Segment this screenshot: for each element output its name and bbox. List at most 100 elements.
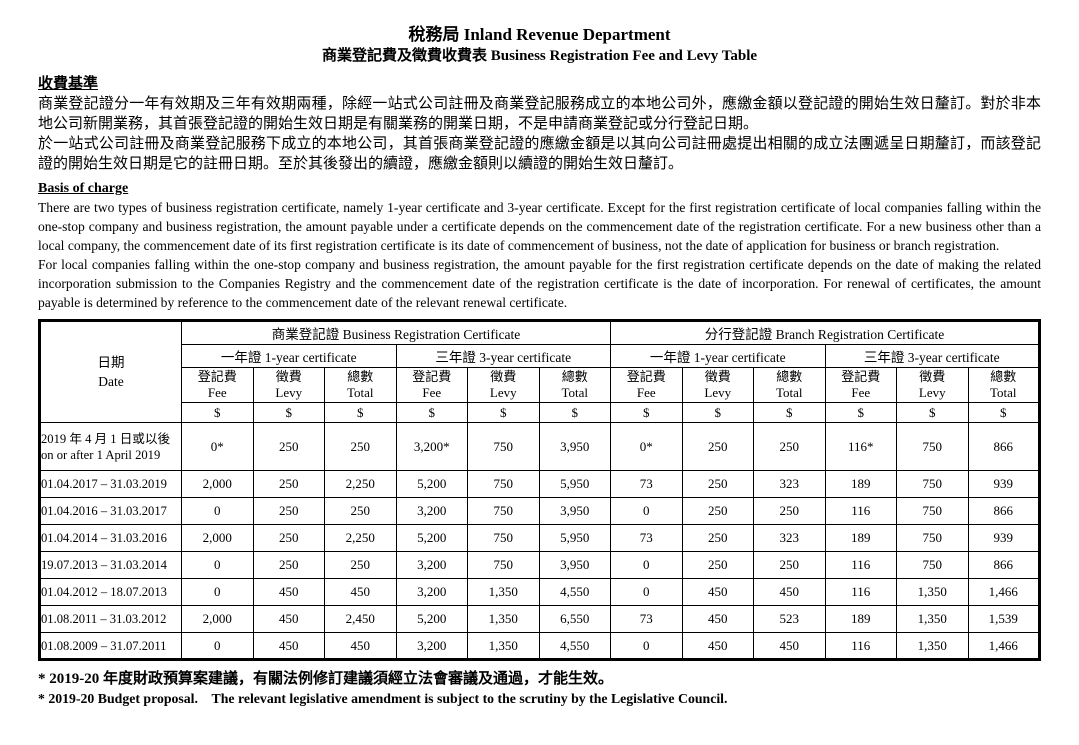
value-cell: 2,000 bbox=[181, 605, 254, 633]
value-cell: 750 bbox=[467, 422, 540, 471]
value-cell: 0 bbox=[181, 497, 254, 525]
fee-table-body: 2019 年 4 月 1 日或以後 on or after 1 April 201… bbox=[39, 422, 1040, 660]
value-cell: 0 bbox=[181, 551, 254, 579]
value-cell: 450 bbox=[681, 632, 754, 660]
value-cell: 3,200* bbox=[395, 422, 468, 471]
value-cell: 250 bbox=[252, 497, 325, 525]
value-cell: 323 bbox=[753, 524, 826, 552]
value-cell: 5,200 bbox=[395, 605, 468, 633]
value-cell: 250 bbox=[252, 422, 325, 471]
value-cell: 250 bbox=[753, 422, 826, 471]
column-header-fee: 登記費 Fee bbox=[181, 367, 254, 403]
value-cell: 1,539 bbox=[967, 605, 1040, 633]
value-cell: 189 bbox=[824, 605, 897, 633]
currency-symbol: $ bbox=[967, 402, 1040, 423]
value-cell: 73 bbox=[610, 524, 683, 552]
value-cell: 250 bbox=[681, 422, 754, 471]
value-cell: 4,550 bbox=[538, 632, 611, 660]
value-cell: 750 bbox=[896, 524, 969, 552]
value-cell: 450 bbox=[324, 632, 397, 660]
value-cell: 250 bbox=[681, 497, 754, 525]
footnotes: * 2019-20 年度財政預算案建議，有關法例修訂建議須經立法會審議及通過，才… bbox=[38, 669, 1041, 708]
date-cell: 01.04.2016 – 31.03.2017 bbox=[39, 497, 182, 525]
value-cell: 5,200 bbox=[395, 524, 468, 552]
value-cell: 750 bbox=[896, 422, 969, 471]
value-cell: 450 bbox=[252, 605, 325, 633]
value-cell: 3,950 bbox=[538, 497, 611, 525]
value-cell: 2,000 bbox=[181, 524, 254, 552]
value-cell: 0 bbox=[610, 551, 683, 579]
value-cell: 939 bbox=[967, 524, 1040, 552]
value-cell: 250 bbox=[324, 551, 397, 579]
value-cell: 5,950 bbox=[538, 470, 611, 498]
value-cell: 3,200 bbox=[395, 551, 468, 579]
value-cell: 2,450 bbox=[324, 605, 397, 633]
value-cell: 450 bbox=[681, 605, 754, 633]
value-cell: 450 bbox=[753, 578, 826, 606]
value-cell: 750 bbox=[896, 497, 969, 525]
table-row: 01.08.2009 – 31.07.2011 0 450 450 3,200 1,350… bbox=[39, 632, 1040, 660]
value-cell: 189 bbox=[824, 470, 897, 498]
value-cell: 116 bbox=[824, 578, 897, 606]
value-cell: 2,250 bbox=[324, 470, 397, 498]
value-cell: 2,000 bbox=[181, 470, 254, 498]
currency-symbol: $ bbox=[610, 402, 683, 423]
column-header-levy: 徵費 Levy bbox=[252, 367, 325, 403]
column-header-fee: 登記費 Fee bbox=[610, 367, 683, 403]
date-column-header: 日期 Date bbox=[39, 320, 182, 423]
value-cell: 116 bbox=[824, 551, 897, 579]
value-cell: 250 bbox=[324, 497, 397, 525]
value-cell: 3,950 bbox=[538, 551, 611, 579]
group-header-business: 商業登記證 Business Registration Certificate bbox=[181, 320, 611, 345]
value-cell: 523 bbox=[753, 605, 826, 633]
value-cell: 750 bbox=[896, 551, 969, 579]
value-cell: 250 bbox=[753, 551, 826, 579]
value-cell: 250 bbox=[252, 470, 325, 498]
currency-symbol: $ bbox=[824, 402, 897, 423]
table-row: 01.08.2011 – 31.03.2012 2,000 450 2,450 5,20… bbox=[39, 605, 1040, 633]
section-basis-chinese: 收費基準 商業登記證分一年有效期及三年有效期兩種，除經一站式公司註冊及商業登記服… bbox=[38, 74, 1041, 174]
value-cell: 250 bbox=[252, 524, 325, 552]
column-header-total: 總數 Total bbox=[967, 367, 1040, 403]
table-row: 2019 年 4 月 1 日或以後 on or after 1 April 201… bbox=[39, 422, 1040, 471]
table-row: 01.04.2016 – 31.03.2017 0 250 250 3,200 750 3,… bbox=[39, 497, 1040, 525]
value-cell: 0 bbox=[181, 578, 254, 606]
currency-row: $ $ $ $ $ $ $ $ $ $ $ $ bbox=[40, 402, 1040, 423]
value-cell: 866 bbox=[967, 551, 1040, 579]
value-cell: 450 bbox=[753, 632, 826, 660]
page-title: 稅務局 Inland Revenue Department bbox=[408, 25, 671, 44]
value-cell: 0* bbox=[181, 422, 254, 471]
value-cell: 323 bbox=[753, 470, 826, 498]
value-cell: 450 bbox=[681, 578, 754, 606]
value-cell: 1,350 bbox=[896, 605, 969, 633]
value-cell: 5,200 bbox=[395, 470, 468, 498]
value-cell: 750 bbox=[467, 551, 540, 579]
date-cell: 01.08.2011 – 31.03.2012 bbox=[39, 605, 182, 633]
date-cell: 2019 年 4 月 1 日或以後 on or after 1 April 201… bbox=[39, 422, 182, 471]
value-cell: 750 bbox=[467, 524, 540, 552]
value-cell: 3,200 bbox=[395, 497, 468, 525]
value-cell: 250 bbox=[324, 422, 397, 471]
value-cell: 3,200 bbox=[395, 632, 468, 660]
group-header-row: 日期 Date 商業登記證 Business Registration Cert… bbox=[39, 320, 1040, 423]
date-cell: 01.04.2017 – 31.03.2019 bbox=[39, 470, 182, 498]
value-cell: 750 bbox=[467, 470, 540, 498]
value-cell: 1,350 bbox=[896, 632, 969, 660]
value-cell: 250 bbox=[681, 551, 754, 579]
currency-symbol: $ bbox=[181, 402, 254, 423]
footnote-chinese: * 2019-20 年度財政預算案建議，有關法例修訂建議須經立法會審議及通過，才… bbox=[38, 671, 613, 687]
footnote-english: * 2019-20 Budget proposal. The relevant … bbox=[38, 691, 728, 706]
subgroup-header: 一年證 1-year certificate bbox=[181, 344, 397, 368]
value-cell: 750 bbox=[896, 470, 969, 498]
currency-symbol: $ bbox=[538, 402, 611, 423]
table-row: 01.04.2017 – 31.03.2019 2,000 250 2,250 5,20… bbox=[39, 470, 1040, 498]
subgroup-header-row: 一年證 1-year certificate 三年證 3-year certif… bbox=[40, 344, 1040, 368]
chinese-paragraph: 商業登記證分一年有效期及三年有效期兩種，除經一站式公司註冊及商業登記服務成立的本… bbox=[38, 96, 1041, 132]
value-cell: 1,466 bbox=[967, 632, 1040, 660]
table-row: 01.04.2012 – 18.07.2013 0 450 450 3,200 1,350… bbox=[39, 578, 1040, 606]
value-cell: 73 bbox=[610, 470, 683, 498]
date-header-zh: 日期 bbox=[97, 355, 125, 370]
fee-table: 日期 Date 商業登記證 Business Registration Cert… bbox=[38, 319, 1041, 661]
table-row: 01.04.2014 – 31.03.2016 2,000 250 2,250 5,20… bbox=[39, 524, 1040, 552]
currency-symbol: $ bbox=[324, 402, 397, 423]
